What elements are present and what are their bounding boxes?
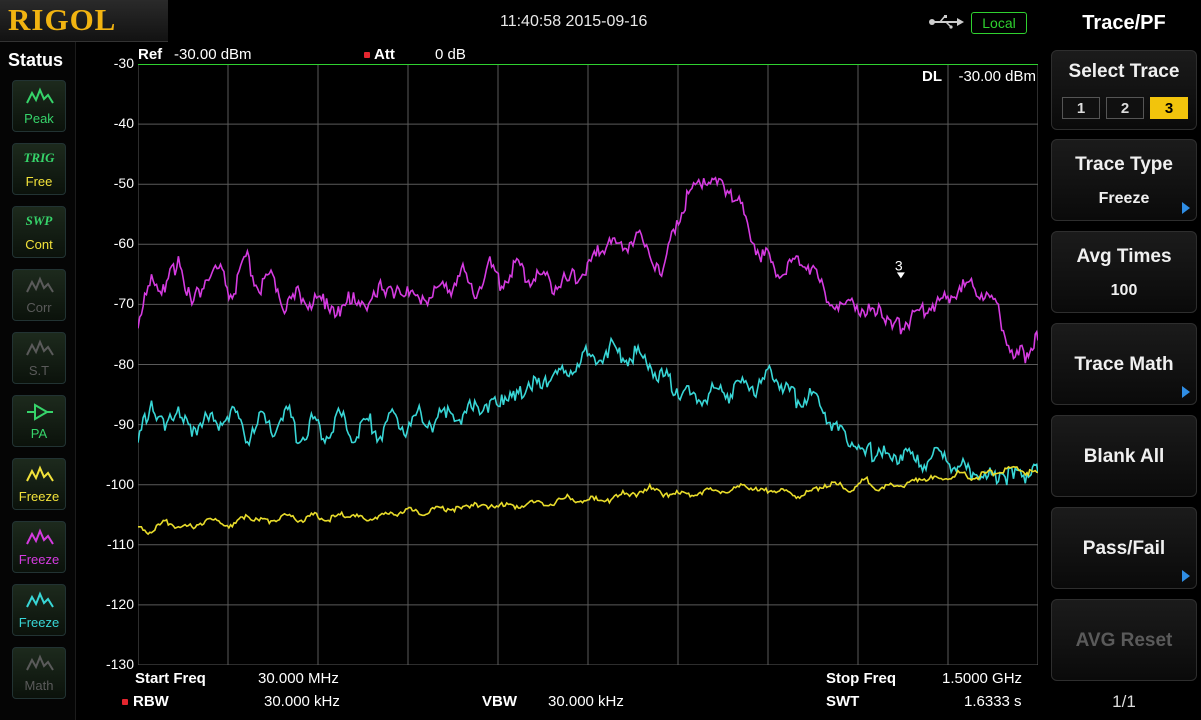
- submenu-arrow-icon: [1182, 202, 1190, 214]
- avg-times-value: 100: [1110, 282, 1138, 299]
- marker-3-icon[interactable]: [896, 272, 905, 279]
- status-item-label: Freeze: [18, 615, 60, 630]
- y-tick-label: -50: [113, 175, 134, 192]
- att-value[interactable]: 0 dB: [435, 46, 466, 63]
- trace-2-line: [138, 336, 1038, 486]
- rigol-logo: RIGOL: [0, 0, 168, 42]
- select-trace-label: Select Trace: [1068, 61, 1180, 82]
- status-item-label: S.T: [28, 363, 50, 378]
- ref-value[interactable]: -30.00 dBm: [174, 46, 252, 63]
- status-item-label: Free: [25, 174, 53, 189]
- menu-title: Trace/PF: [1082, 12, 1166, 34]
- pass-fail-button[interactable]: Pass/Fail: [1051, 507, 1197, 589]
- avg-times-button[interactable]: Avg Times 100: [1051, 231, 1197, 313]
- status-item-free: TRIG Free: [12, 143, 66, 195]
- avg-reset-button: AVG Reset: [1051, 599, 1197, 681]
- stop-freq-value[interactable]: 1.5000 GHz: [942, 670, 1023, 687]
- rbw-label: RBW: [133, 693, 169, 710]
- y-tick-label: -40: [113, 115, 134, 132]
- trace2-icon: [26, 528, 54, 545]
- vbw-value[interactable]: 30.000 kHz: [548, 693, 624, 710]
- pass-fail-label: Pass/Fail: [1082, 538, 1166, 559]
- trace-type-value: Freeze: [1098, 190, 1150, 207]
- avg-reset-label: AVG Reset: [1075, 630, 1173, 651]
- trace-3-line: [138, 465, 1038, 536]
- swt-value[interactable]: 1.6333 s: [964, 693, 1022, 710]
- trace-type-button[interactable]: Trace Type Freeze: [1051, 139, 1197, 221]
- stop-freq-label: Stop Freq: [826, 670, 896, 687]
- y-tick-label: -70: [113, 295, 134, 312]
- spectrum-plot[interactable]: 3 DL -30.00 dBm: [138, 64, 1038, 665]
- y-tick-label: -60: [113, 235, 134, 252]
- att-indicator-dot: [364, 52, 370, 58]
- usb-icon: [929, 15, 964, 29]
- y-tick-label: -130: [105, 656, 134, 672]
- status-item-label: Peak: [24, 111, 54, 126]
- trace3-icon: [26, 591, 54, 608]
- vbw-label: VBW: [482, 693, 517, 710]
- y-tick-label: -30: [113, 55, 134, 71]
- ref-label: Ref: [138, 46, 163, 63]
- status-item-label: Cont: [25, 237, 53, 252]
- datetime: 11:40:58 2015-09-16: [500, 13, 648, 30]
- status-item-label: Corr: [26, 300, 52, 315]
- trace-option-1[interactable]: 1: [1062, 97, 1100, 119]
- y-tick-label: -120: [105, 595, 134, 612]
- y-tick-label: -80: [113, 355, 134, 372]
- trace-1-line: [138, 176, 1038, 364]
- status-title: Status: [8, 50, 64, 70]
- start-freq-value[interactable]: 30.000 MHz: [258, 670, 339, 687]
- softkey-menu: Trace/PF Select Trace 1 2 3 Trace Type F…: [1047, 0, 1201, 720]
- status-item-cont: SWP Cont: [12, 206, 66, 258]
- status-item-label: PA: [30, 426, 48, 441]
- local-badge[interactable]: Local: [971, 12, 1027, 34]
- blank-all-button[interactable]: Blank All: [1051, 415, 1197, 497]
- display-line-label: DL: [922, 68, 942, 85]
- spectrum-graticule: 3: [138, 64, 1038, 665]
- status-item-s-t: S.T: [12, 332, 66, 384]
- submenu-arrow-icon: [1182, 570, 1190, 582]
- status-item-label: Math: [24, 678, 54, 693]
- status-item-freeze: Freeze: [12, 521, 66, 573]
- select-trace-button[interactable]: Select Trace 1 2 3: [1051, 50, 1197, 130]
- trace-math-button[interactable]: Trace Math: [1051, 323, 1197, 405]
- display-line-value: -30.00 dBm: [958, 68, 1036, 85]
- status-item-top-text: TRIG: [23, 150, 55, 165]
- status-item-math: Math: [12, 647, 66, 699]
- y-tick-label: -100: [105, 475, 134, 492]
- math-icon: [26, 654, 54, 671]
- status-item-top-text: SWP: [25, 213, 53, 228]
- submenu-arrow-icon: [1182, 386, 1190, 398]
- peak-icon: [26, 87, 54, 104]
- trace-math-label: Trace Math: [1074, 354, 1174, 375]
- swt-label: SWT: [826, 693, 860, 710]
- st-icon: [26, 339, 54, 356]
- blank-all-label: Blank All: [1083, 446, 1165, 467]
- status-item-label: Freeze: [18, 552, 60, 567]
- y-tick-label: -110: [107, 535, 134, 552]
- status-item-freeze: Freeze: [12, 458, 66, 510]
- trace-type-label: Trace Type: [1075, 154, 1173, 175]
- page-indicator: 1/1: [1112, 692, 1136, 711]
- status-item-corr: Corr: [12, 269, 66, 321]
- trace-option-2[interactable]: 2: [1106, 97, 1144, 119]
- rbw-indicator-dot: [122, 699, 128, 705]
- status-item-label: Freeze: [18, 489, 60, 504]
- trace-option-3[interactable]: 3: [1150, 97, 1188, 119]
- avg-times-label: Avg Times: [1076, 246, 1172, 267]
- status-item-freeze: Freeze: [12, 584, 66, 636]
- att-label: Att: [374, 46, 395, 63]
- status-item-pa: PA: [12, 395, 66, 447]
- corr-icon: [26, 276, 54, 293]
- start-freq-label: Start Freq: [135, 670, 206, 687]
- marker-3-label: 3: [895, 257, 903, 273]
- trace1-icon: [26, 465, 54, 482]
- y-tick-label: -90: [113, 415, 134, 432]
- pa-icon: [27, 403, 53, 421]
- status-item-peak: Peak: [12, 80, 66, 132]
- brand-text: RIGOL: [8, 2, 117, 37]
- rbw-value[interactable]: 30.000 kHz: [264, 693, 340, 710]
- status-panel: Status Peak TRIG Free SWP Cont Corr S.T PA Freez…: [0, 42, 76, 720]
